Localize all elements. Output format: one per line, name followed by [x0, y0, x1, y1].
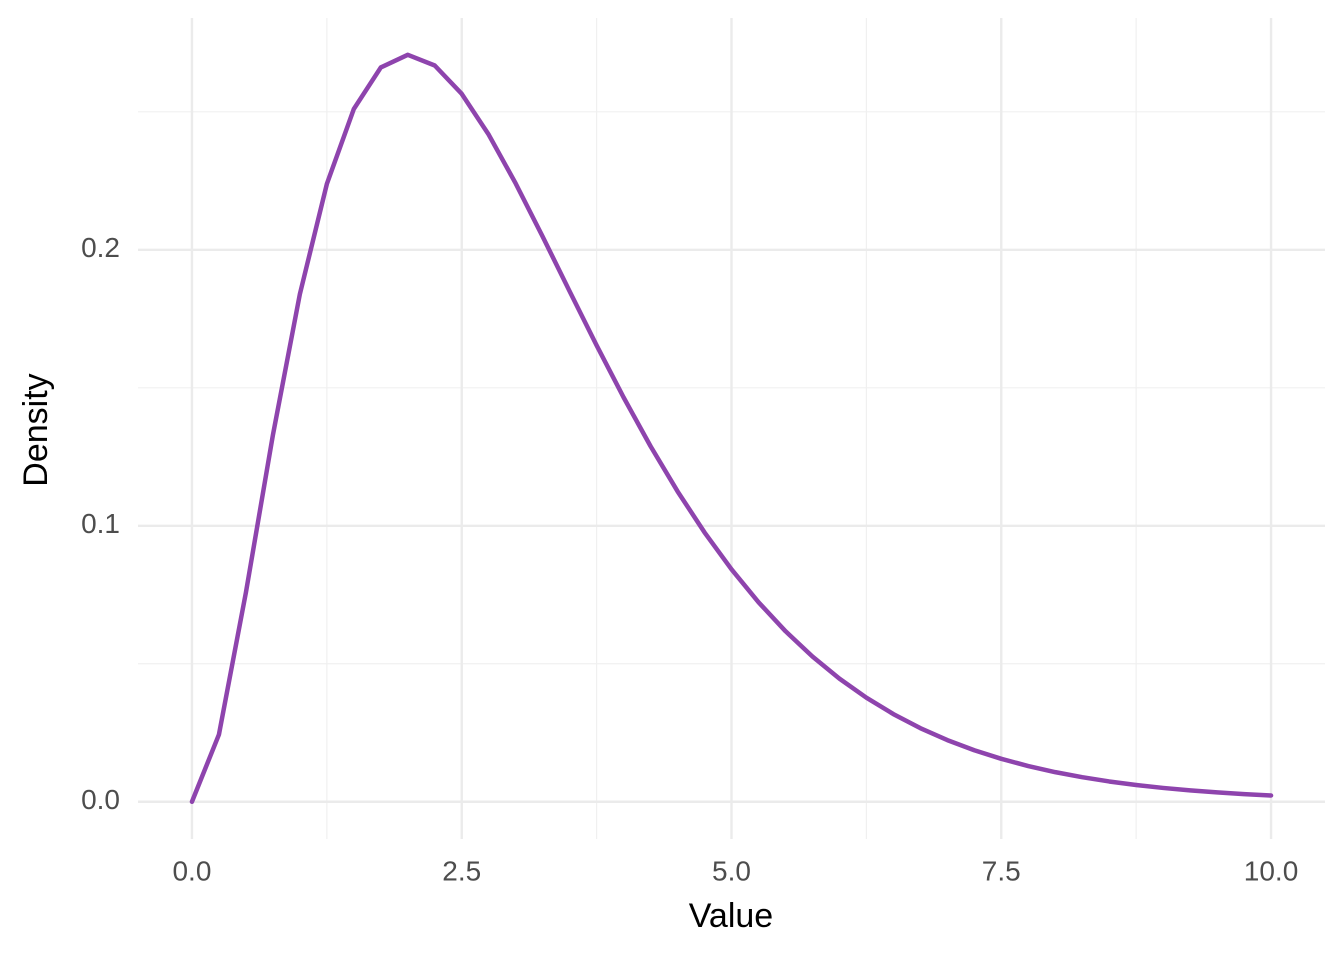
y-tick-label: 0.1: [81, 508, 120, 539]
x-tick-label: 0.0: [172, 855, 211, 886]
x-tick-label: 2.5: [442, 855, 481, 886]
x-tick-label: 7.5: [982, 855, 1021, 886]
x-tick-label: 5.0: [712, 855, 751, 886]
y-axis-title: Density: [17, 373, 55, 486]
x-axis-title: Value: [689, 897, 773, 935]
density-line: [189, 52, 1274, 804]
y-tick-label: 0.2: [81, 232, 120, 263]
x-tick-label: 10.0: [1244, 855, 1299, 886]
y-tick-label: 0.0: [81, 784, 120, 815]
